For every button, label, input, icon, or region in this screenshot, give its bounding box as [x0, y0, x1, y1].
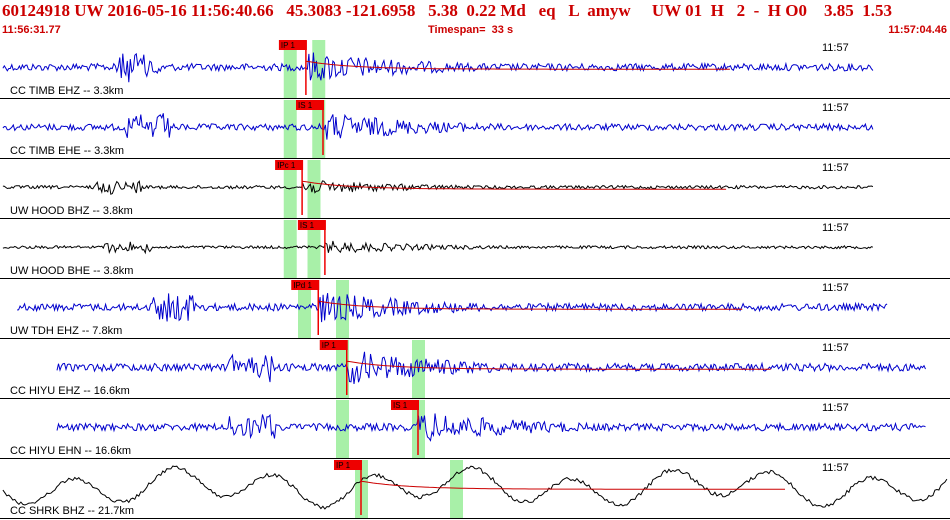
pick-flag[interactable] — [297, 220, 326, 230]
waveform — [2, 113, 874, 140]
trace-row[interactable]: IP 1 CC TIMB EHZ -- 3.3km 11:57 — [0, 40, 950, 99]
end-time: 11:57:04.46 — [888, 24, 947, 36]
start-time: 11:56:31.77 — [2, 24, 61, 36]
phase-window — [336, 280, 349, 338]
waveform — [56, 413, 926, 442]
pick-flag[interactable] — [391, 400, 419, 410]
station-label: UW HOOD BHZ -- 3.8km — [10, 205, 133, 217]
phase-window — [283, 220, 297, 278]
coda-curve — [302, 180, 727, 190]
pick-label: IP 1 — [281, 41, 296, 50]
time-label: 11:57 — [822, 402, 849, 414]
trace-row[interactable]: IPd 1 UW TDH EHZ -- 7.8km 11:57 — [0, 280, 950, 339]
pick-flag[interactable] — [319, 340, 348, 350]
station-label: UW TDH EHZ -- 7.8km — [10, 325, 122, 337]
coda-curve — [318, 300, 743, 310]
station-label: CC SHRK BHZ -- 21.7km — [10, 505, 134, 517]
trace-row[interactable]: IP 1 CC SHRK BHZ -- 21.7km 11:57 — [0, 460, 950, 519]
station-label: CC TIMB EHE -- 3.3km — [10, 145, 124, 157]
phase-window — [450, 460, 463, 518]
time-label: 11:57 — [822, 462, 849, 474]
coda-curve — [346, 360, 771, 370]
coda-curve — [360, 480, 785, 490]
seismogram-panel[interactable]: IP 1 CC TIMB EHZ -- 3.3km 11:57 IS 1 CC TIMB… — [0, 39, 950, 520]
waveform — [2, 240, 874, 255]
trace-row[interactable]: IS 1 UW HOOD BHE -- 3.8km 11:57 — [0, 220, 950, 279]
time-label: 11:57 — [822, 282, 849, 294]
pick-label: IPd 1 — [293, 281, 312, 290]
waveform — [2, 180, 874, 195]
phase-window — [283, 160, 297, 218]
station-label: CC HIYU EHZ -- 16.6km — [10, 385, 130, 397]
pick-label: IPc 1 — [277, 161, 296, 170]
waveform — [17, 293, 888, 323]
trace-row[interactable]: IS 1 CC TIMB EHE -- 3.3km 11:57 — [0, 100, 950, 159]
coda-curve — [305, 60, 730, 70]
event-summary: 60124918 UW 2016-05-16 11:56:40.66 45.30… — [2, 1, 892, 20]
station-label: CC TIMB EHZ -- 3.3km — [10, 85, 123, 97]
station-label: UW HOOD BHE -- 3.8km — [10, 265, 133, 277]
phase-window — [312, 40, 326, 98]
timespan-readout: Timespan= 33 s — [428, 24, 514, 36]
phase-window — [336, 340, 349, 398]
waveform — [56, 351, 926, 384]
pick-flag[interactable] — [275, 160, 304, 170]
pick-label: IS 1 — [298, 101, 313, 110]
trace-row[interactable]: IS 1 CC HIYU EHN -- 16.6km 11:57 — [0, 400, 950, 459]
phase-window — [336, 400, 349, 458]
waveform — [2, 52, 874, 83]
phase-window — [283, 100, 297, 158]
phase-window — [298, 280, 311, 338]
pick-flag[interactable] — [278, 40, 307, 50]
pick-label: IP 1 — [322, 341, 337, 350]
waveform — [2, 465, 948, 510]
pick-label: IS 1 — [300, 221, 315, 230]
station-label: CC HIYU EHN -- 16.6km — [10, 445, 131, 457]
time-label: 11:57 — [822, 42, 849, 54]
phase-window — [312, 100, 326, 158]
time-label: 11:57 — [822, 222, 849, 234]
event-header: 60124918 UW 2016-05-16 11:56:40.66 45.30… — [0, 0, 950, 39]
time-label: 11:57 — [822, 102, 849, 114]
time-label: 11:57 — [822, 162, 849, 174]
pick-label: IP 1 — [336, 461, 351, 470]
trace-row[interactable]: IPc 1 UW HOOD BHZ -- 3.8km 11:57 — [0, 160, 950, 219]
phase-window — [307, 220, 321, 278]
pick-flag[interactable] — [291, 280, 320, 290]
time-label: 11:57 — [822, 342, 849, 354]
pick-flag[interactable] — [296, 100, 324, 110]
pick-flag[interactable] — [334, 460, 362, 470]
trace-row[interactable]: IP 1 CC HIYU EHZ -- 16.6km 11:57 — [0, 340, 950, 399]
pick-label: IS 1 — [393, 401, 408, 410]
